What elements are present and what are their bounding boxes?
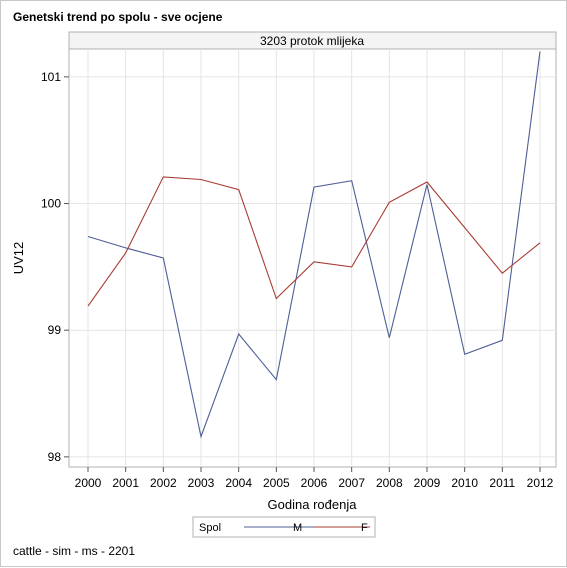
plot-area: [68, 48, 557, 468]
panel-title: 3203 protok mlijeka: [260, 34, 364, 48]
x-tick-label: 2009: [414, 476, 441, 490]
y-axis-title: UV12: [11, 242, 26, 275]
x-tick-label: 2006: [301, 476, 328, 490]
legend-title: Spol: [199, 522, 221, 534]
series-layer: [87, 51, 541, 439]
x-axis-title: Godina rođenja: [268, 497, 358, 512]
x-tick-label: 2003: [188, 476, 215, 490]
x-tick-label: 2002: [150, 476, 177, 490]
grid-lines: [69, 49, 556, 467]
y-tick-label: 101: [41, 70, 61, 84]
x-tick-label: 2012: [527, 476, 554, 490]
y-tick-label: 100: [41, 197, 61, 211]
y-tick-label: 98: [48, 450, 62, 464]
x-tick-label: 2004: [225, 476, 252, 490]
x-tick-label: 2008: [376, 476, 403, 490]
y-tick-label: 99: [48, 323, 62, 337]
x-tick-label: 2001: [112, 476, 139, 490]
footnote: cattle - sim - ms - 2201: [13, 544, 136, 558]
series-line-m: [87, 51, 541, 439]
legend-label-f: F: [361, 522, 368, 534]
series-line-f: [87, 176, 541, 307]
axes-layer: 2000 2001 2002 2003 2004 2005 2006 2007 2008 2009…: [41, 70, 554, 490]
x-tick-label: 2011: [489, 476, 515, 490]
x-tick-label: 2000: [75, 476, 102, 490]
legend-label-m: M: [293, 522, 302, 534]
x-tick-label: 2005: [263, 476, 290, 490]
chart-title: Genetski trend po spolu - sve ocjene: [13, 10, 223, 24]
x-tick-label: 2010: [451, 476, 478, 490]
x-tick-label: 2007: [338, 476, 365, 490]
